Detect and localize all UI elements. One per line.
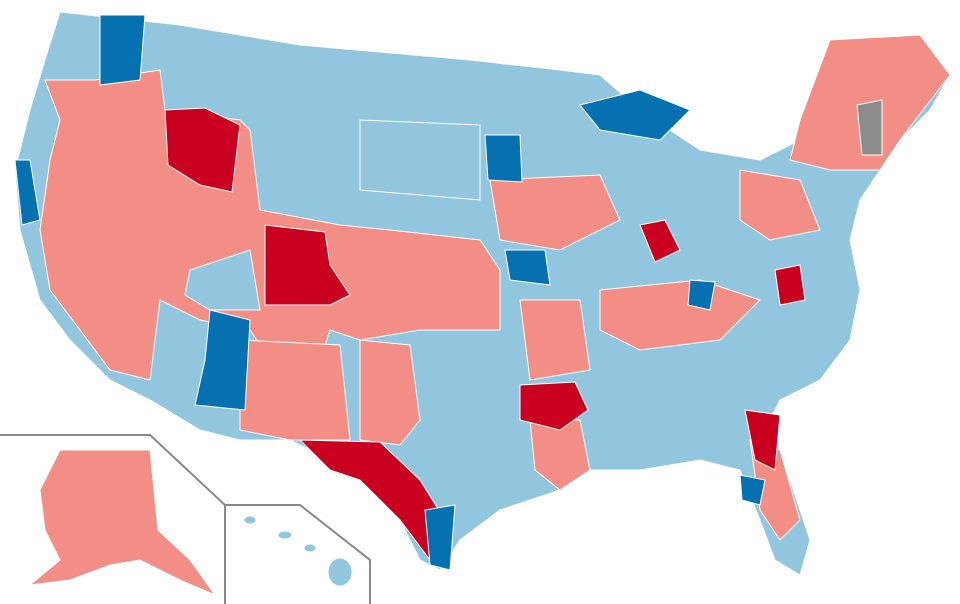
- island: [277, 530, 293, 540]
- region: [519, 381, 589, 431]
- region: [774, 264, 806, 306]
- island: [327, 557, 353, 587]
- region: [99, 14, 146, 86]
- alaska: [28, 449, 217, 597]
- region: [519, 299, 591, 381]
- region: [359, 339, 421, 446]
- inset-border: [0, 434, 226, 604]
- hawaii: [243, 515, 353, 587]
- region: [579, 89, 691, 141]
- region: [194, 309, 251, 411]
- region: [239, 339, 351, 441]
- region: [184, 249, 261, 311]
- island: [243, 515, 257, 525]
- region: [739, 474, 766, 506]
- region: [504, 249, 551, 286]
- region: [489, 174, 621, 251]
- region: [639, 219, 681, 263]
- region: [14, 159, 41, 226]
- region: [164, 107, 241, 193]
- region: [739, 169, 821, 241]
- region: [484, 134, 523, 183]
- region: [39, 69, 501, 381]
- region: [687, 279, 716, 311]
- region: [424, 504, 456, 571]
- region: [744, 409, 781, 471]
- inset-border: [225, 504, 371, 604]
- region: [264, 224, 351, 306]
- region: [856, 99, 883, 156]
- island: [303, 543, 317, 553]
- region: [359, 119, 481, 201]
- region: [599, 279, 761, 351]
